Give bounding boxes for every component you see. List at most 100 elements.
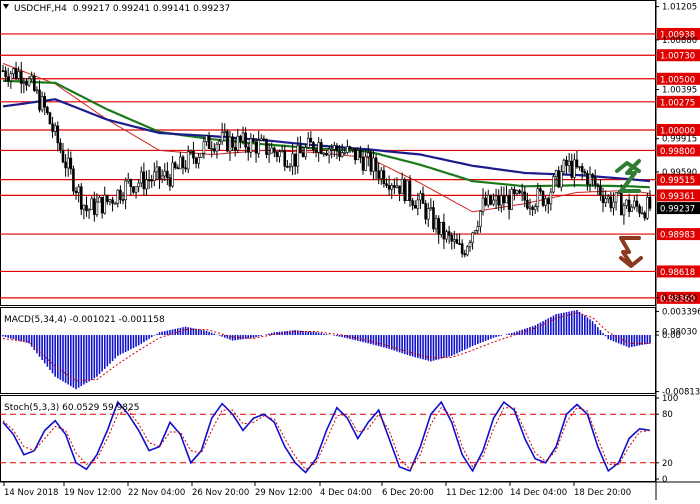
candle-body (103, 194, 107, 214)
candle-body (126, 179, 130, 182)
candle-body (278, 151, 281, 157)
candle-body (27, 78, 31, 86)
candle-body (346, 146, 349, 153)
candle-body (486, 194, 490, 206)
candle-body (93, 198, 96, 215)
candle-body (327, 149, 331, 156)
candle-body (609, 196, 613, 209)
candle-body (270, 147, 274, 154)
candle-body (643, 212, 647, 219)
candle-body (523, 191, 527, 201)
candle-body (12, 68, 15, 75)
candle-body (533, 206, 537, 210)
level-label-box (657, 173, 700, 186)
level-label: 0.98983 (660, 231, 695, 241)
candle-body (646, 196, 649, 219)
candle-body (179, 156, 182, 170)
candle-body (398, 185, 401, 194)
candle-body (106, 194, 109, 203)
triangle-icon[interactable] (3, 4, 9, 9)
candle-body (505, 195, 508, 204)
candle-body (252, 138, 255, 143)
candle-body (296, 145, 300, 167)
level-label: 0.98360 (660, 294, 695, 304)
candle-body (612, 201, 615, 209)
candle-body (231, 136, 234, 148)
candle-body (601, 195, 605, 204)
candle-body (64, 161, 67, 169)
candle-body (426, 208, 430, 220)
candle-body (434, 218, 438, 230)
macd-tick-label: -0.008139 (662, 388, 700, 398)
candle-body (38, 89, 41, 111)
candle-body (82, 204, 86, 210)
candle-body (113, 202, 117, 205)
candle-body (98, 196, 101, 203)
candle-body (520, 191, 524, 194)
candle-body (648, 196, 652, 209)
candle-body (359, 150, 362, 158)
macd-signal-line (2, 312, 650, 382)
candle-body (385, 183, 388, 186)
candle-body (317, 142, 320, 153)
candle-body (319, 142, 323, 154)
candle-body (536, 188, 540, 207)
candle-body (424, 203, 427, 220)
candle-body (22, 81, 26, 84)
candle-body (552, 176, 555, 193)
candle-body (259, 138, 263, 141)
candle-body (546, 198, 550, 205)
level-label-box (657, 228, 700, 241)
candle-body (604, 198, 607, 204)
candle-body (413, 205, 417, 209)
candle-body (557, 170, 560, 188)
candle-body (142, 171, 146, 190)
candle-body (353, 148, 357, 161)
candle-body (77, 186, 80, 193)
y-tick-label: 0.98360 (662, 294, 697, 304)
candle-body (494, 195, 498, 201)
candle-body (90, 198, 94, 210)
candle-body (325, 153, 328, 156)
price-axis: 1.00938 1.00730 1.00500 1.00275 1.00000 0.998… (656, 3, 700, 338)
level-label-box (657, 27, 700, 40)
x-tick-label: 11 Dec 12:00 (446, 488, 503, 498)
candle-body (291, 153, 294, 167)
candle-body (108, 199, 112, 203)
level-label: 1.00500 (660, 75, 695, 85)
candle-body (155, 166, 159, 173)
level-label-box (657, 49, 700, 62)
candle-body (280, 150, 284, 152)
candle-body (453, 239, 456, 242)
candle-body (578, 166, 581, 168)
candle-body (633, 200, 636, 208)
candle-body (132, 186, 135, 193)
candle-body (153, 171, 156, 181)
candle-body (46, 106, 49, 114)
candle-body (333, 145, 336, 150)
candle-body (596, 184, 600, 187)
candle-body (210, 148, 214, 150)
candle-body (119, 189, 122, 200)
candle-body (40, 96, 44, 111)
candle-body (160, 175, 164, 180)
candle-body (340, 152, 344, 157)
candle-body (379, 170, 383, 179)
candle-body (447, 231, 451, 236)
candle-body (207, 135, 211, 150)
candle-body (403, 178, 407, 202)
candle-body (30, 75, 33, 80)
candle-body (134, 186, 138, 193)
candle-body (586, 172, 589, 185)
y-tick-label: 1.01205 (662, 3, 697, 13)
x-tick-label: 29 Nov 12:00 (255, 488, 312, 498)
candle-body (9, 73, 13, 82)
candle-body (312, 141, 315, 151)
candle-body (627, 199, 631, 212)
candle-body (72, 168, 75, 192)
candle-body (163, 170, 167, 177)
candle-body (226, 131, 229, 152)
level-label-box (657, 291, 700, 304)
candle-body (343, 152, 347, 154)
